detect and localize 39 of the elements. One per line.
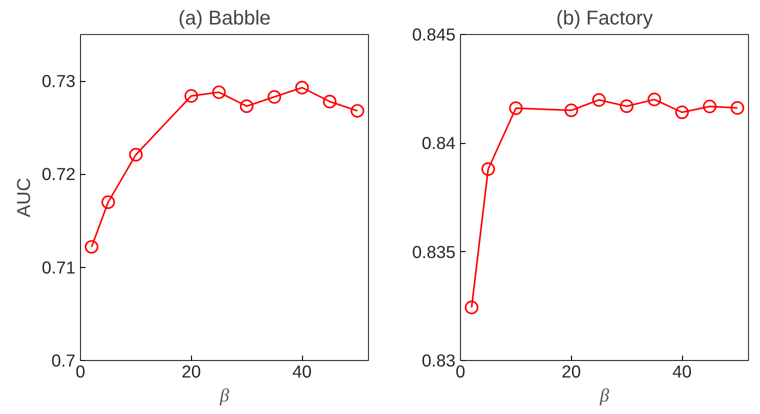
point — [101, 195, 115, 209]
point — [464, 300, 478, 314]
x-axis-title: β — [598, 386, 610, 406]
point — [350, 104, 364, 118]
point — [212, 85, 226, 100]
y-tick-label: 0.7 — [51, 350, 76, 370]
x-tick-label: 0 — [456, 362, 466, 382]
chart-title: (a) Babble — [178, 8, 271, 30]
y-tick-label: 0.84 — [422, 133, 456, 154]
point — [481, 162, 495, 176]
y-tick-label: 0.72 — [42, 164, 76, 184]
point — [564, 104, 578, 118]
point — [295, 80, 309, 94]
y-tick-label: 0.845 — [412, 24, 456, 44]
point — [702, 100, 717, 114]
point — [730, 101, 744, 115]
y-tick-label: 0.71 — [42, 257, 76, 278]
y-tick-label: 0.73 — [42, 71, 76, 92]
x-tick-label: 0 — [76, 362, 86, 382]
y-tick-label: 0.835 — [412, 242, 456, 262]
point — [268, 90, 282, 104]
chart-title: (b) Factory — [556, 8, 653, 30]
point — [84, 240, 98, 254]
x-axis-title: β — [218, 386, 230, 406]
x-tick-label: 40 — [672, 362, 692, 382]
point — [675, 106, 689, 120]
point — [620, 99, 634, 114]
x-tick-label: 40 — [292, 362, 312, 382]
x-tick-label: 20 — [562, 362, 581, 382]
point — [509, 101, 523, 115]
point — [322, 94, 337, 108]
point — [129, 148, 143, 162]
point — [648, 92, 662, 106]
point — [184, 89, 198, 103]
y-axis-title: AUC — [12, 178, 34, 218]
point — [592, 93, 606, 107]
x-tick-label: 20 — [182, 362, 201, 382]
y-tick-label: 0.83 — [422, 350, 456, 370]
point — [240, 99, 254, 114]
